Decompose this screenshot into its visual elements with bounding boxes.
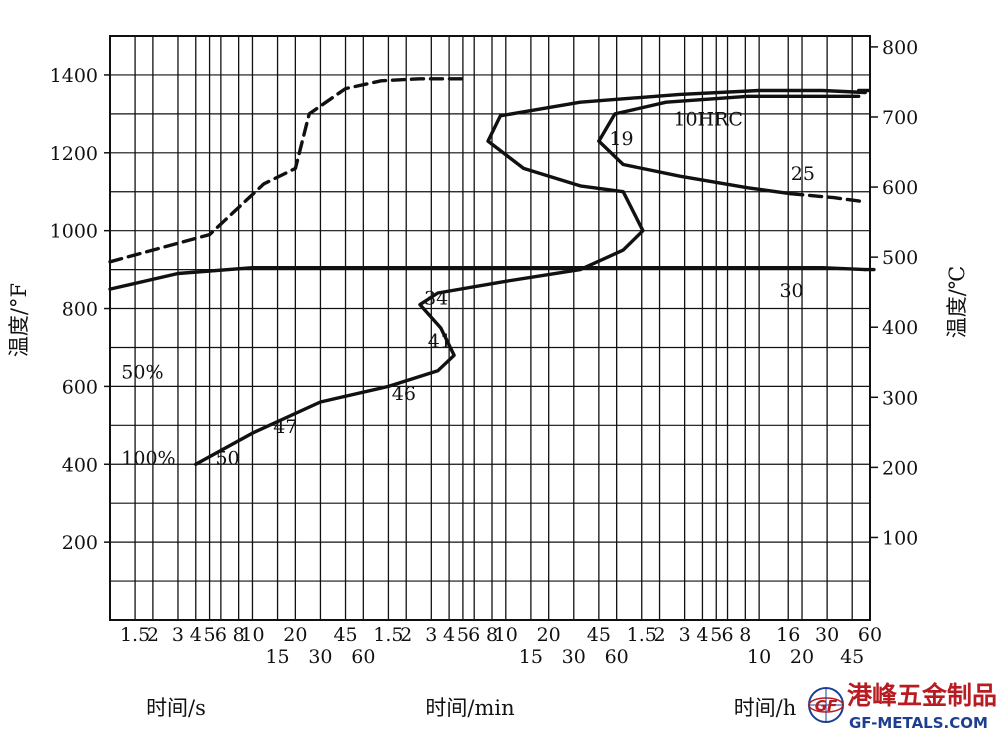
x-tick-label: 1.5 bbox=[627, 624, 657, 646]
x-tick-label: 15 bbox=[519, 646, 543, 668]
x-tick-label: 16 bbox=[776, 624, 800, 646]
curve-label: 50% bbox=[121, 362, 163, 384]
x-tick-label: 45 bbox=[587, 624, 611, 646]
x-tick-label: 45 bbox=[840, 646, 864, 668]
x-tick-label: 15 bbox=[265, 646, 289, 668]
watermark-logo: GF bbox=[808, 687, 844, 723]
left-tick-label: 200 bbox=[62, 532, 98, 554]
x-tick-label: 1.5 bbox=[373, 624, 403, 646]
x-tick-label: 3 bbox=[425, 624, 437, 646]
right-tick-label: 300 bbox=[882, 387, 918, 409]
x-tick-label: 6 bbox=[468, 624, 480, 646]
x-tick-label: 10 bbox=[494, 624, 518, 646]
right-tick-label: 500 bbox=[882, 247, 918, 269]
right-tick-label: 100 bbox=[882, 527, 918, 549]
x-tick-label: 45 bbox=[333, 624, 357, 646]
x-tick-label: 8 bbox=[233, 624, 245, 646]
right-axis-ticks: 100 200 300 400 500 600 700 800 bbox=[870, 37, 918, 549]
curve-label: 41 bbox=[428, 330, 452, 352]
x-tick-label: 4 bbox=[696, 624, 708, 646]
x-tick-label: 6 bbox=[721, 624, 733, 646]
x-tick-label: 10 bbox=[240, 624, 264, 646]
transformation-curve bbox=[789, 192, 864, 204]
x-tick-label: 30 bbox=[815, 624, 839, 646]
x-tick-label: 6 bbox=[215, 624, 227, 646]
curve-label: 46 bbox=[392, 383, 416, 405]
x-tick-label: 2 bbox=[400, 624, 412, 646]
x-tick-label: 5 bbox=[204, 624, 216, 646]
transformation-curve bbox=[194, 88, 867, 466]
x-unit-label-seconds: 时间/s bbox=[146, 696, 206, 720]
left-axis-ticks: 200 400 600 800 1000 1200 1400 bbox=[50, 65, 110, 554]
right-tick-label: 800 bbox=[882, 37, 918, 59]
watermark-url: GF-METALS.COM bbox=[849, 714, 988, 732]
x-tick-label: 60 bbox=[858, 624, 882, 646]
left-tick-label: 1000 bbox=[50, 221, 98, 243]
x-tick-label: 30 bbox=[308, 646, 332, 668]
x-tick-label: 3 bbox=[679, 624, 691, 646]
transformation-curve bbox=[597, 139, 793, 196]
left-tick-label: 800 bbox=[62, 299, 98, 321]
x-tick-label: 10 bbox=[747, 646, 771, 668]
transformation-curve bbox=[108, 266, 867, 291]
curve-label: 47 bbox=[273, 416, 297, 438]
curve-label: 34 bbox=[424, 288, 448, 310]
curves bbox=[108, 77, 876, 466]
x-tick-label: 8 bbox=[739, 624, 751, 646]
right-tick-label: 600 bbox=[882, 177, 918, 199]
curve-label: 30 bbox=[779, 280, 803, 302]
curve-label: 25 bbox=[791, 163, 815, 185]
x-tick-label: 20 bbox=[283, 624, 307, 646]
x-tick-label: 1.5 bbox=[120, 624, 150, 646]
x-tick-label: 60 bbox=[605, 646, 629, 668]
watermark: GF 港峰五金制品 GF-METALS.COM bbox=[808, 681, 997, 732]
right-tick-label: 200 bbox=[882, 457, 918, 479]
curve-label: 100% bbox=[121, 447, 175, 469]
right-tick-label: 400 bbox=[882, 317, 918, 339]
x-tick-label: 8 bbox=[486, 624, 498, 646]
plot-frame bbox=[109, 35, 871, 621]
x-tick-label: 4 bbox=[190, 624, 202, 646]
x-tick-label: 20 bbox=[537, 624, 561, 646]
x-unit-label-hours: 时间/h bbox=[734, 696, 797, 720]
x-tick-label: 5 bbox=[457, 624, 469, 646]
x-tick-label: 20 bbox=[790, 646, 814, 668]
x-tick-label: 60 bbox=[351, 646, 375, 668]
watermark-text: 港峰五金制品 bbox=[847, 681, 997, 710]
x-tick-label: 30 bbox=[562, 646, 586, 668]
transformation-curve bbox=[108, 77, 465, 264]
y-axis-title-right: 温度/℃ bbox=[945, 266, 969, 339]
y-axis-title-left: 温度/°F bbox=[7, 283, 31, 357]
x-tick-label: 5 bbox=[710, 624, 722, 646]
horizontal-gridlines bbox=[110, 74, 870, 582]
curve-label: 19 bbox=[609, 128, 633, 150]
curve-label: 50 bbox=[215, 447, 239, 469]
left-tick-label: 600 bbox=[62, 376, 98, 398]
left-tick-label: 1200 bbox=[50, 143, 98, 165]
x-tick-label: 2 bbox=[654, 624, 666, 646]
x-unit-label-minutes: 时间/min bbox=[425, 696, 514, 720]
svg-text:GF: GF bbox=[815, 697, 838, 715]
x-tick-label: 2 bbox=[147, 624, 159, 646]
curve-label: 10HRC bbox=[673, 109, 743, 131]
x-tick-label: 3 bbox=[172, 624, 184, 646]
x-tick-label: 4 bbox=[443, 624, 455, 646]
left-tick-label: 1400 bbox=[50, 65, 98, 87]
left-tick-label: 400 bbox=[62, 454, 98, 476]
right-tick-label: 700 bbox=[882, 107, 918, 129]
curve-labels: 50% 100% 50 47 46 34 41 19 10HRC 25 30 bbox=[121, 109, 815, 470]
transformation-curve bbox=[597, 94, 861, 143]
